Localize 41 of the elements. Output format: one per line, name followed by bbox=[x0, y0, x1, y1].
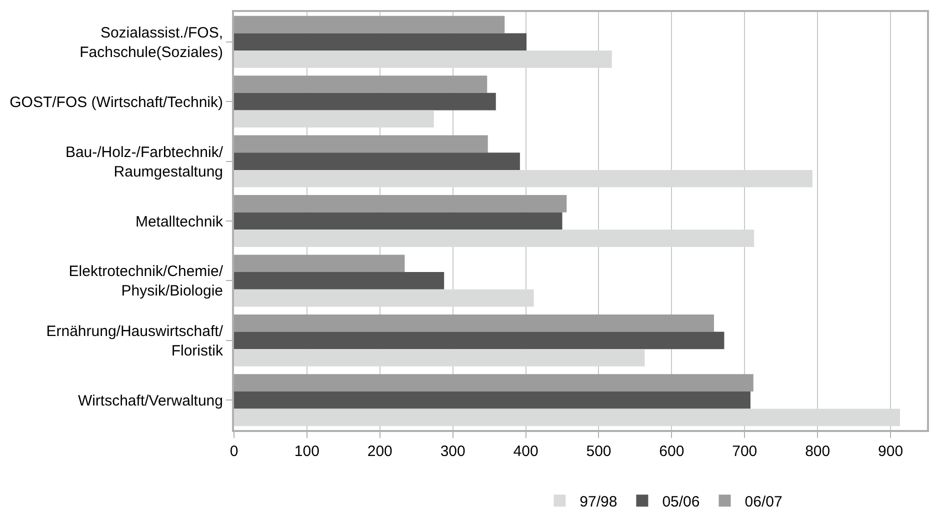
bar bbox=[234, 50, 612, 68]
bar bbox=[234, 195, 567, 212]
x-tick-label: 300 bbox=[440, 443, 466, 460]
legend-label: 05/06 bbox=[662, 493, 700, 510]
bar bbox=[234, 212, 562, 230]
y-tick-label: Elektrotechnik/Chemie/ Physik/Biologie bbox=[68, 263, 224, 300]
y-tick-label: Metalltechnik bbox=[135, 213, 224, 230]
y-tick-label: Wirtschaft/Verwaltung bbox=[78, 392, 223, 410]
x-tick-label: 800 bbox=[805, 443, 830, 460]
x-tick-label: 0 bbox=[230, 443, 238, 460]
x-tick-label: 200 bbox=[367, 443, 392, 460]
y-tick-label: Bau-/Holz-/Farbtechnik/ Raumgestaltung bbox=[65, 144, 224, 180]
bar bbox=[234, 272, 444, 290]
bar bbox=[234, 254, 405, 272]
bar bbox=[234, 314, 714, 332]
x-tick-label: 400 bbox=[513, 443, 538, 460]
legend-label: 97/98 bbox=[580, 493, 618, 510]
bar bbox=[234, 374, 754, 392]
legend-label: 06/07 bbox=[744, 493, 782, 510]
bar bbox=[234, 152, 520, 170]
bar bbox=[234, 33, 527, 51]
bar bbox=[234, 92, 496, 110]
y-tick-label: GOST/FOS (Wirtschaft/Technik) bbox=[10, 94, 223, 111]
y-tick-label: Sozialassist./FOS, Fachschule(Soziales) bbox=[80, 24, 223, 61]
bar bbox=[234, 170, 812, 188]
bar bbox=[234, 110, 434, 128]
bar bbox=[234, 76, 488, 93]
bar bbox=[234, 16, 505, 34]
x-tick-label: 100 bbox=[294, 443, 320, 460]
bar bbox=[234, 391, 750, 409]
bar bbox=[234, 230, 754, 247]
bar bbox=[234, 332, 724, 350]
x-tick-label: 900 bbox=[878, 443, 904, 460]
bar bbox=[234, 408, 900, 426]
x-tick-label: 500 bbox=[586, 443, 612, 460]
y-tick-label: Ernährung/Hauswirtschaft/ Floristik bbox=[46, 322, 224, 360]
bar bbox=[234, 289, 534, 307]
x-tick-label: 700 bbox=[732, 443, 758, 460]
bar bbox=[234, 135, 488, 153]
bar bbox=[234, 349, 645, 366]
x-tick-label: 600 bbox=[659, 443, 684, 460]
